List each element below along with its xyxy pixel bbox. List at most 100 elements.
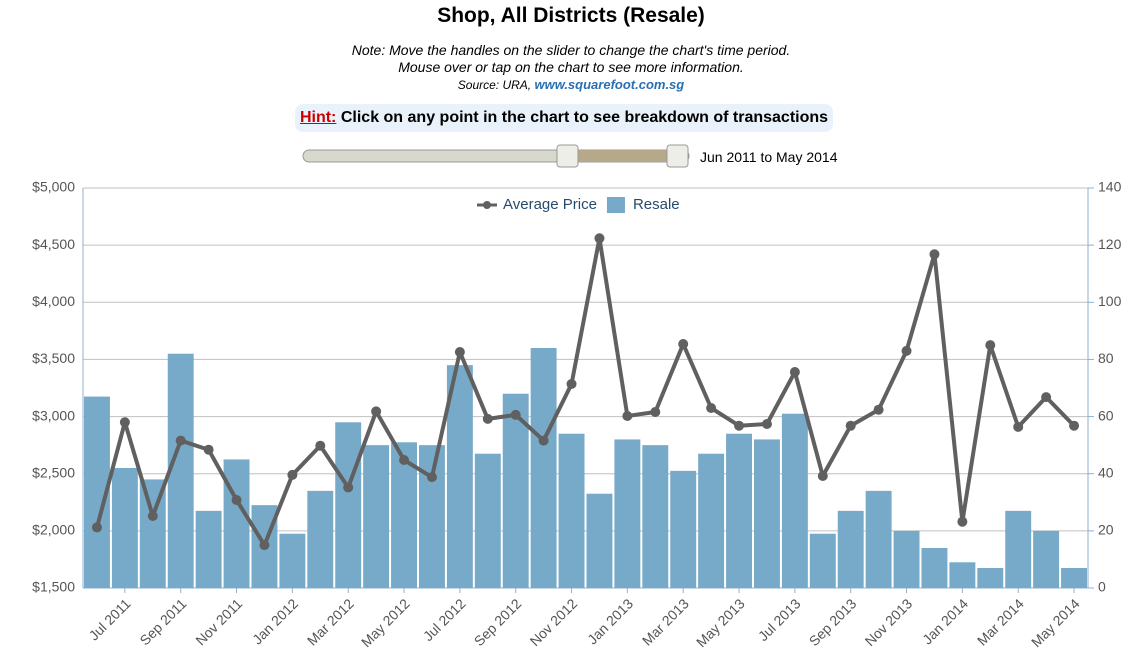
bar xyxy=(837,510,864,588)
x-tick-label: Sep 2013 xyxy=(806,595,860,649)
note-line: Note: Move the handles on the slider to … xyxy=(351,42,791,58)
legend-label: Resale xyxy=(633,196,680,213)
point xyxy=(231,495,242,505)
y2-tick-label: 0 xyxy=(1098,579,1106,595)
bar xyxy=(1005,510,1032,588)
y-tick-label: $5,000 xyxy=(32,179,75,195)
x-tick-label: Nov 2012 xyxy=(527,595,581,649)
bar xyxy=(781,413,808,588)
bar xyxy=(698,453,725,588)
bar xyxy=(949,562,976,588)
line xyxy=(95,236,1076,548)
x-tick-label: Mar 2012 xyxy=(304,595,357,648)
source-link[interactable]: www.squarefoot.com.sg xyxy=(534,77,685,92)
point xyxy=(622,411,633,421)
slider[interactable] xyxy=(302,144,694,170)
bar xyxy=(642,445,669,588)
x-tick-label: Mar 2013 xyxy=(639,595,692,648)
y-tick-label: $2,500 xyxy=(32,464,75,480)
y-tick-label: $1,500 xyxy=(32,579,75,595)
bar xyxy=(307,490,334,588)
bar xyxy=(726,433,752,588)
bar xyxy=(279,533,306,588)
legend-swatch xyxy=(483,201,491,209)
y2-tick-label: 100 xyxy=(1098,293,1122,309)
x-tick-label: Nov 2013 xyxy=(862,595,916,649)
x-tick-label: May 2014 xyxy=(1028,595,1083,650)
legend-swatch xyxy=(606,197,625,213)
point xyxy=(343,482,354,493)
bar xyxy=(558,433,585,588)
point xyxy=(426,472,437,483)
bar xyxy=(614,439,641,588)
hint-label: Hint: xyxy=(299,109,337,126)
x-tick-label: Nov 2011 xyxy=(192,595,245,648)
y-tick-label: $4,000 xyxy=(32,293,75,309)
source-text: Source: URA, xyxy=(457,78,532,92)
point xyxy=(706,403,717,413)
point xyxy=(901,345,912,356)
point xyxy=(929,249,940,260)
y-tick-label: $3,000 xyxy=(32,407,75,423)
x-tick-label: May 2012 xyxy=(358,595,413,650)
note-line: Mouse over or tap on the chart to see mo… xyxy=(398,59,744,75)
y2-tick-label: 60 xyxy=(1098,407,1114,423)
hint: Hint: Click on any point in the chart to… xyxy=(295,104,833,132)
x-tick-label: Jan 2014 xyxy=(919,595,971,647)
x-tick-label: Jul 2011 xyxy=(86,595,134,643)
slider-handle[interactable] xyxy=(556,144,579,168)
point xyxy=(91,522,102,533)
point xyxy=(594,233,605,244)
point xyxy=(175,435,186,446)
bar xyxy=(586,493,613,588)
point xyxy=(147,511,158,521)
bar xyxy=(893,530,920,588)
bar xyxy=(111,468,138,588)
point xyxy=(203,444,214,455)
x-tick-label: May 2013 xyxy=(693,595,748,650)
point xyxy=(259,540,270,551)
point xyxy=(1069,420,1080,431)
point xyxy=(566,379,577,389)
title: Shop, All Districts (Resale) xyxy=(437,4,705,27)
bar xyxy=(363,445,390,588)
point xyxy=(817,471,828,481)
bar xyxy=(670,470,697,588)
point xyxy=(873,404,884,415)
point xyxy=(1013,421,1024,432)
point xyxy=(510,409,521,420)
point xyxy=(454,347,465,357)
x-tick-label: Jan 2013 xyxy=(584,595,636,647)
y-tick-label: $4,500 xyxy=(32,236,75,252)
y2-tick-label: 40 xyxy=(1098,464,1114,480)
hint-text: Click on any point in the chart to see b… xyxy=(340,109,829,126)
point xyxy=(119,417,130,428)
point xyxy=(1041,392,1052,403)
point xyxy=(789,367,800,377)
bar xyxy=(1033,530,1060,588)
bar xyxy=(419,445,445,588)
y-tick-label: $2,000 xyxy=(32,522,75,538)
y2-tick-label: 120 xyxy=(1098,236,1122,252)
x-tick-label: Jan 2012 xyxy=(249,595,301,647)
legend-label: Average Price xyxy=(503,196,597,213)
bar xyxy=(809,533,836,588)
slider-handle[interactable] xyxy=(666,144,689,168)
x-tick-label: Sep 2012 xyxy=(471,595,525,649)
point xyxy=(678,339,689,349)
bar xyxy=(195,510,222,588)
point xyxy=(734,420,745,431)
point xyxy=(287,469,298,480)
bar xyxy=(223,459,250,588)
point xyxy=(482,413,493,424)
y2-tick-label: 80 xyxy=(1098,350,1114,366)
bar xyxy=(446,365,473,588)
point xyxy=(957,516,968,527)
point xyxy=(985,340,996,351)
slider-label: Jun 2011 to May 2014 xyxy=(700,149,838,165)
bar xyxy=(335,422,362,588)
bar xyxy=(474,453,501,588)
x-tick-label: Sep 2011 xyxy=(136,595,189,648)
y2-tick-label: 20 xyxy=(1098,522,1114,538)
